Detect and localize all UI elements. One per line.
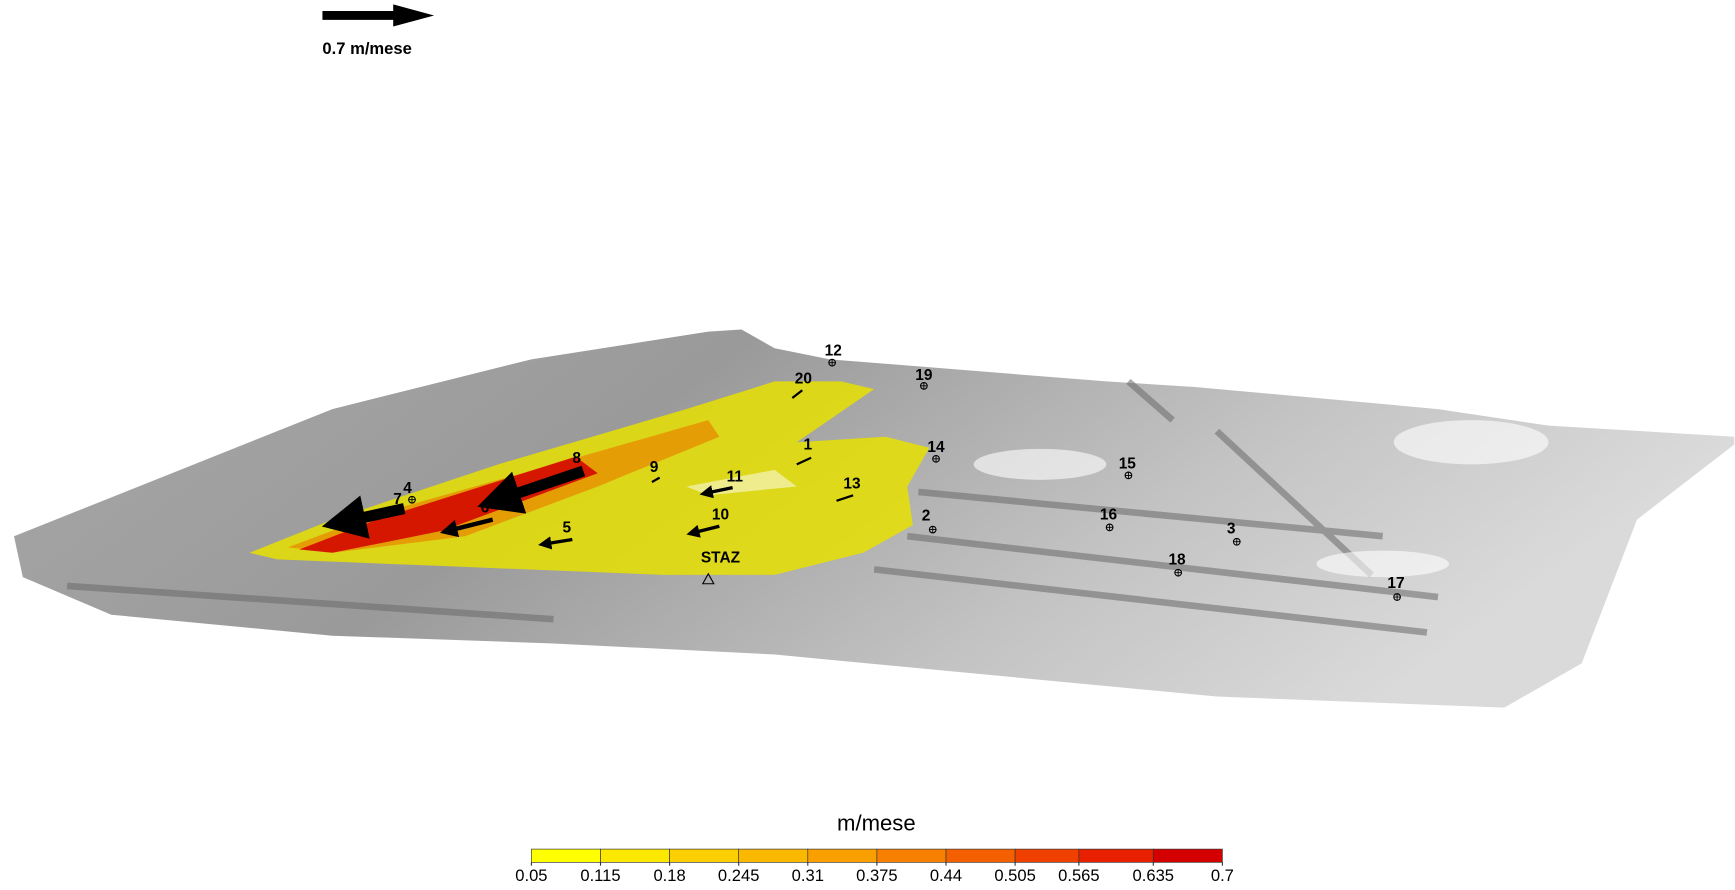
- point-label: 16: [1100, 506, 1118, 523]
- point-label: 17: [1387, 575, 1404, 592]
- colorbar-tick-label: 0.7: [1211, 866, 1234, 885]
- point-label: 18: [1168, 552, 1186, 569]
- colorbar-segment: [739, 849, 808, 862]
- colorbar-segment: [1079, 849, 1153, 862]
- colorbar-tick-label: 0.505: [994, 866, 1036, 885]
- colorbar-tick-label: 0.18: [653, 866, 685, 885]
- point-label: 8: [572, 450, 581, 467]
- point-label: 1: [803, 437, 812, 454]
- point-label: 3: [1227, 521, 1236, 538]
- colorbar-segment: [601, 849, 670, 862]
- point-label: 12: [825, 343, 842, 360]
- colorbar-title: m/mese: [837, 811, 916, 836]
- scale-label: 0.7 m/mese: [322, 39, 411, 58]
- point-label: 2: [922, 507, 931, 524]
- colorbar-tick-label: 0.375: [856, 866, 898, 885]
- point-label: 4: [403, 480, 412, 497]
- map: 0.7 m/mese 12192011415981113476105216318…: [0, 0, 1735, 890]
- point-label: 15: [1119, 455, 1137, 472]
- colorbar-segment: [808, 849, 877, 862]
- colorbar-segment: [877, 849, 946, 862]
- point-label: STAZ: [701, 549, 740, 566]
- colorbar-tick-label: 0.565: [1058, 866, 1100, 885]
- point-label: 20: [795, 370, 812, 387]
- scale-arrow: [322, 4, 434, 26]
- page: 0.7 m/mese 12192011415981113476105216318…: [0, 0, 1735, 890]
- point-label: 13: [843, 475, 861, 492]
- colorbar-segment: [946, 849, 1015, 862]
- point-label: 5: [562, 520, 571, 537]
- colorbar-tick-label: 0.115: [580, 866, 620, 885]
- colorbar-tick-label: 0.31: [792, 866, 824, 885]
- colorbar-segment: [1015, 849, 1079, 862]
- point-label: 14: [927, 439, 945, 456]
- point-label: 11: [727, 469, 744, 486]
- colorbar-segment: [670, 849, 739, 862]
- colorbar-tick-label: 0.635: [1133, 866, 1175, 885]
- colorbar-segment: [1153, 849, 1222, 862]
- colorbar: m/mese 0.05 0.115 0.18 0.245 0.31 0.375 0.44 0.…: [515, 811, 1234, 885]
- point-label: 9: [650, 459, 659, 476]
- point-label: 10: [712, 506, 729, 523]
- point-label: 6: [481, 500, 490, 517]
- colorbar-tick-label: 0.245: [718, 866, 759, 885]
- point-label: 19: [915, 367, 933, 384]
- colorbar-tick-label: 0.44: [930, 866, 962, 885]
- colorbar-tick-label: 0.05: [515, 866, 547, 885]
- colorbar-segment: [531, 849, 600, 862]
